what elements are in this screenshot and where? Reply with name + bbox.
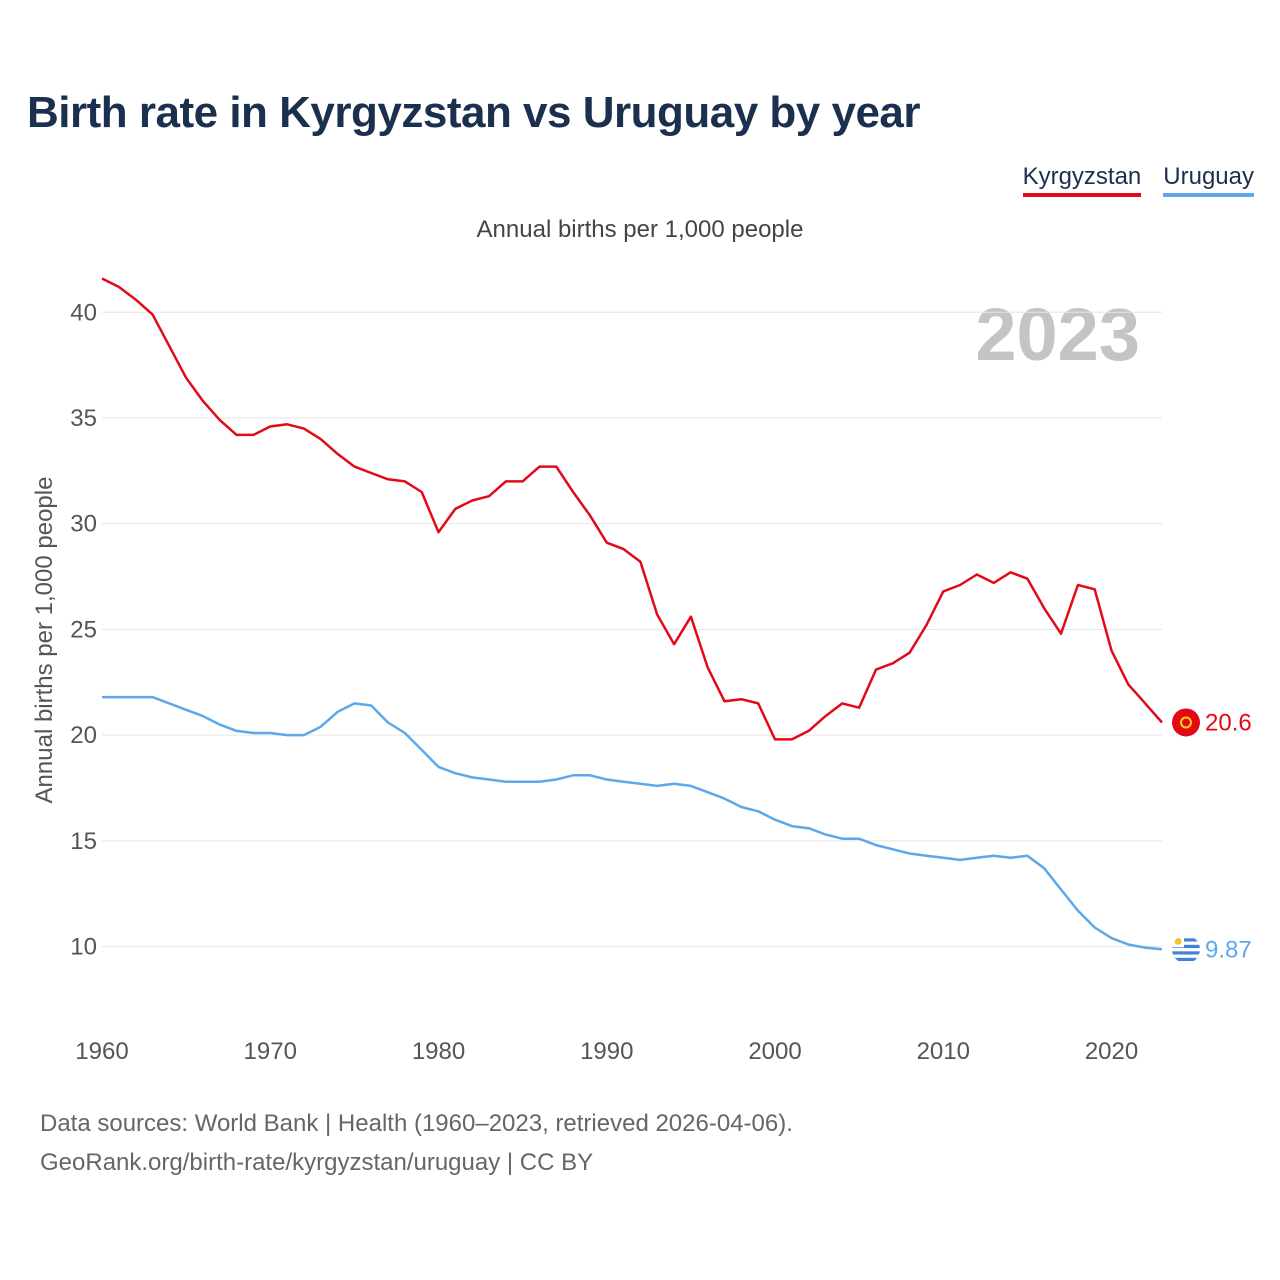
- x-tick-label-1990: 1990: [580, 1038, 633, 1065]
- y-axis-ticks: 10 15 20 25 30 35 40: [70, 299, 97, 960]
- x-tick-label-1960: 1960: [75, 1038, 128, 1065]
- year-watermark: 2023: [975, 293, 1140, 376]
- source-url[interactable]: GeoRank.org/birth-rate/kyrgyzstan/urugua…: [40, 1149, 594, 1176]
- x-tick-label-1980: 1980: [412, 1038, 465, 1065]
- series-line-kyrgyzstan: [101, 277, 1163, 741]
- chart-subtitle: Annual births per 1,000 people: [476, 216, 804, 243]
- series-lines: [101, 277, 1163, 951]
- y-axis-label: Annual births per 1,000 people: [31, 477, 58, 804]
- x-tick-label-2020: 2020: [1085, 1038, 1138, 1065]
- series-line-uruguay: [102, 695, 1163, 951]
- legend-item-uruguay[interactable]: Uruguay: [1163, 163, 1254, 197]
- uruguay-flag-icon: [1172, 935, 1200, 964]
- y-tick-label-15: 15: [70, 828, 97, 855]
- legend-item-kyrgyzstan[interactable]: Kyrgyzstan: [1022, 163, 1142, 197]
- x-tick-label-1970: 1970: [244, 1038, 297, 1065]
- y-tick-label-10: 10: [70, 934, 97, 961]
- x-tick-label-2010: 2010: [917, 1038, 970, 1065]
- y-tick-label-40: 40: [70, 299, 97, 326]
- series-endpoints: 20.6 9.87: [1172, 708, 1252, 964]
- y-tick-label-35: 35: [70, 405, 97, 432]
- x-axis-ticks: 1960 1970 1980 1990 2000 2010 2020: [75, 1038, 1138, 1065]
- chart-title: Birth rate in Kyrgyzstan vs Uruguay by y…: [27, 88, 921, 137]
- y-tick-label-20: 20: [70, 722, 97, 749]
- uruguay-end-value: 9.87: [1205, 936, 1252, 963]
- y-tick-label-25: 25: [70, 616, 97, 643]
- kyrgyzstan-end-value: 20.6: [1205, 709, 1252, 736]
- gridlines: [102, 311, 1162, 948]
- legend: Kyrgyzstan Uruguay: [1022, 163, 1254, 197]
- data-sources-note: Data sources: World Bank | Health (1960–…: [40, 1110, 793, 1137]
- x-tick-label-2000: 2000: [748, 1038, 801, 1065]
- y-tick-label-30: 30: [70, 511, 97, 538]
- kyrgyzstan-flag-icon: [1172, 708, 1200, 737]
- footer: Data sources: World Bank | Health (1960–…: [40, 1104, 793, 1182]
